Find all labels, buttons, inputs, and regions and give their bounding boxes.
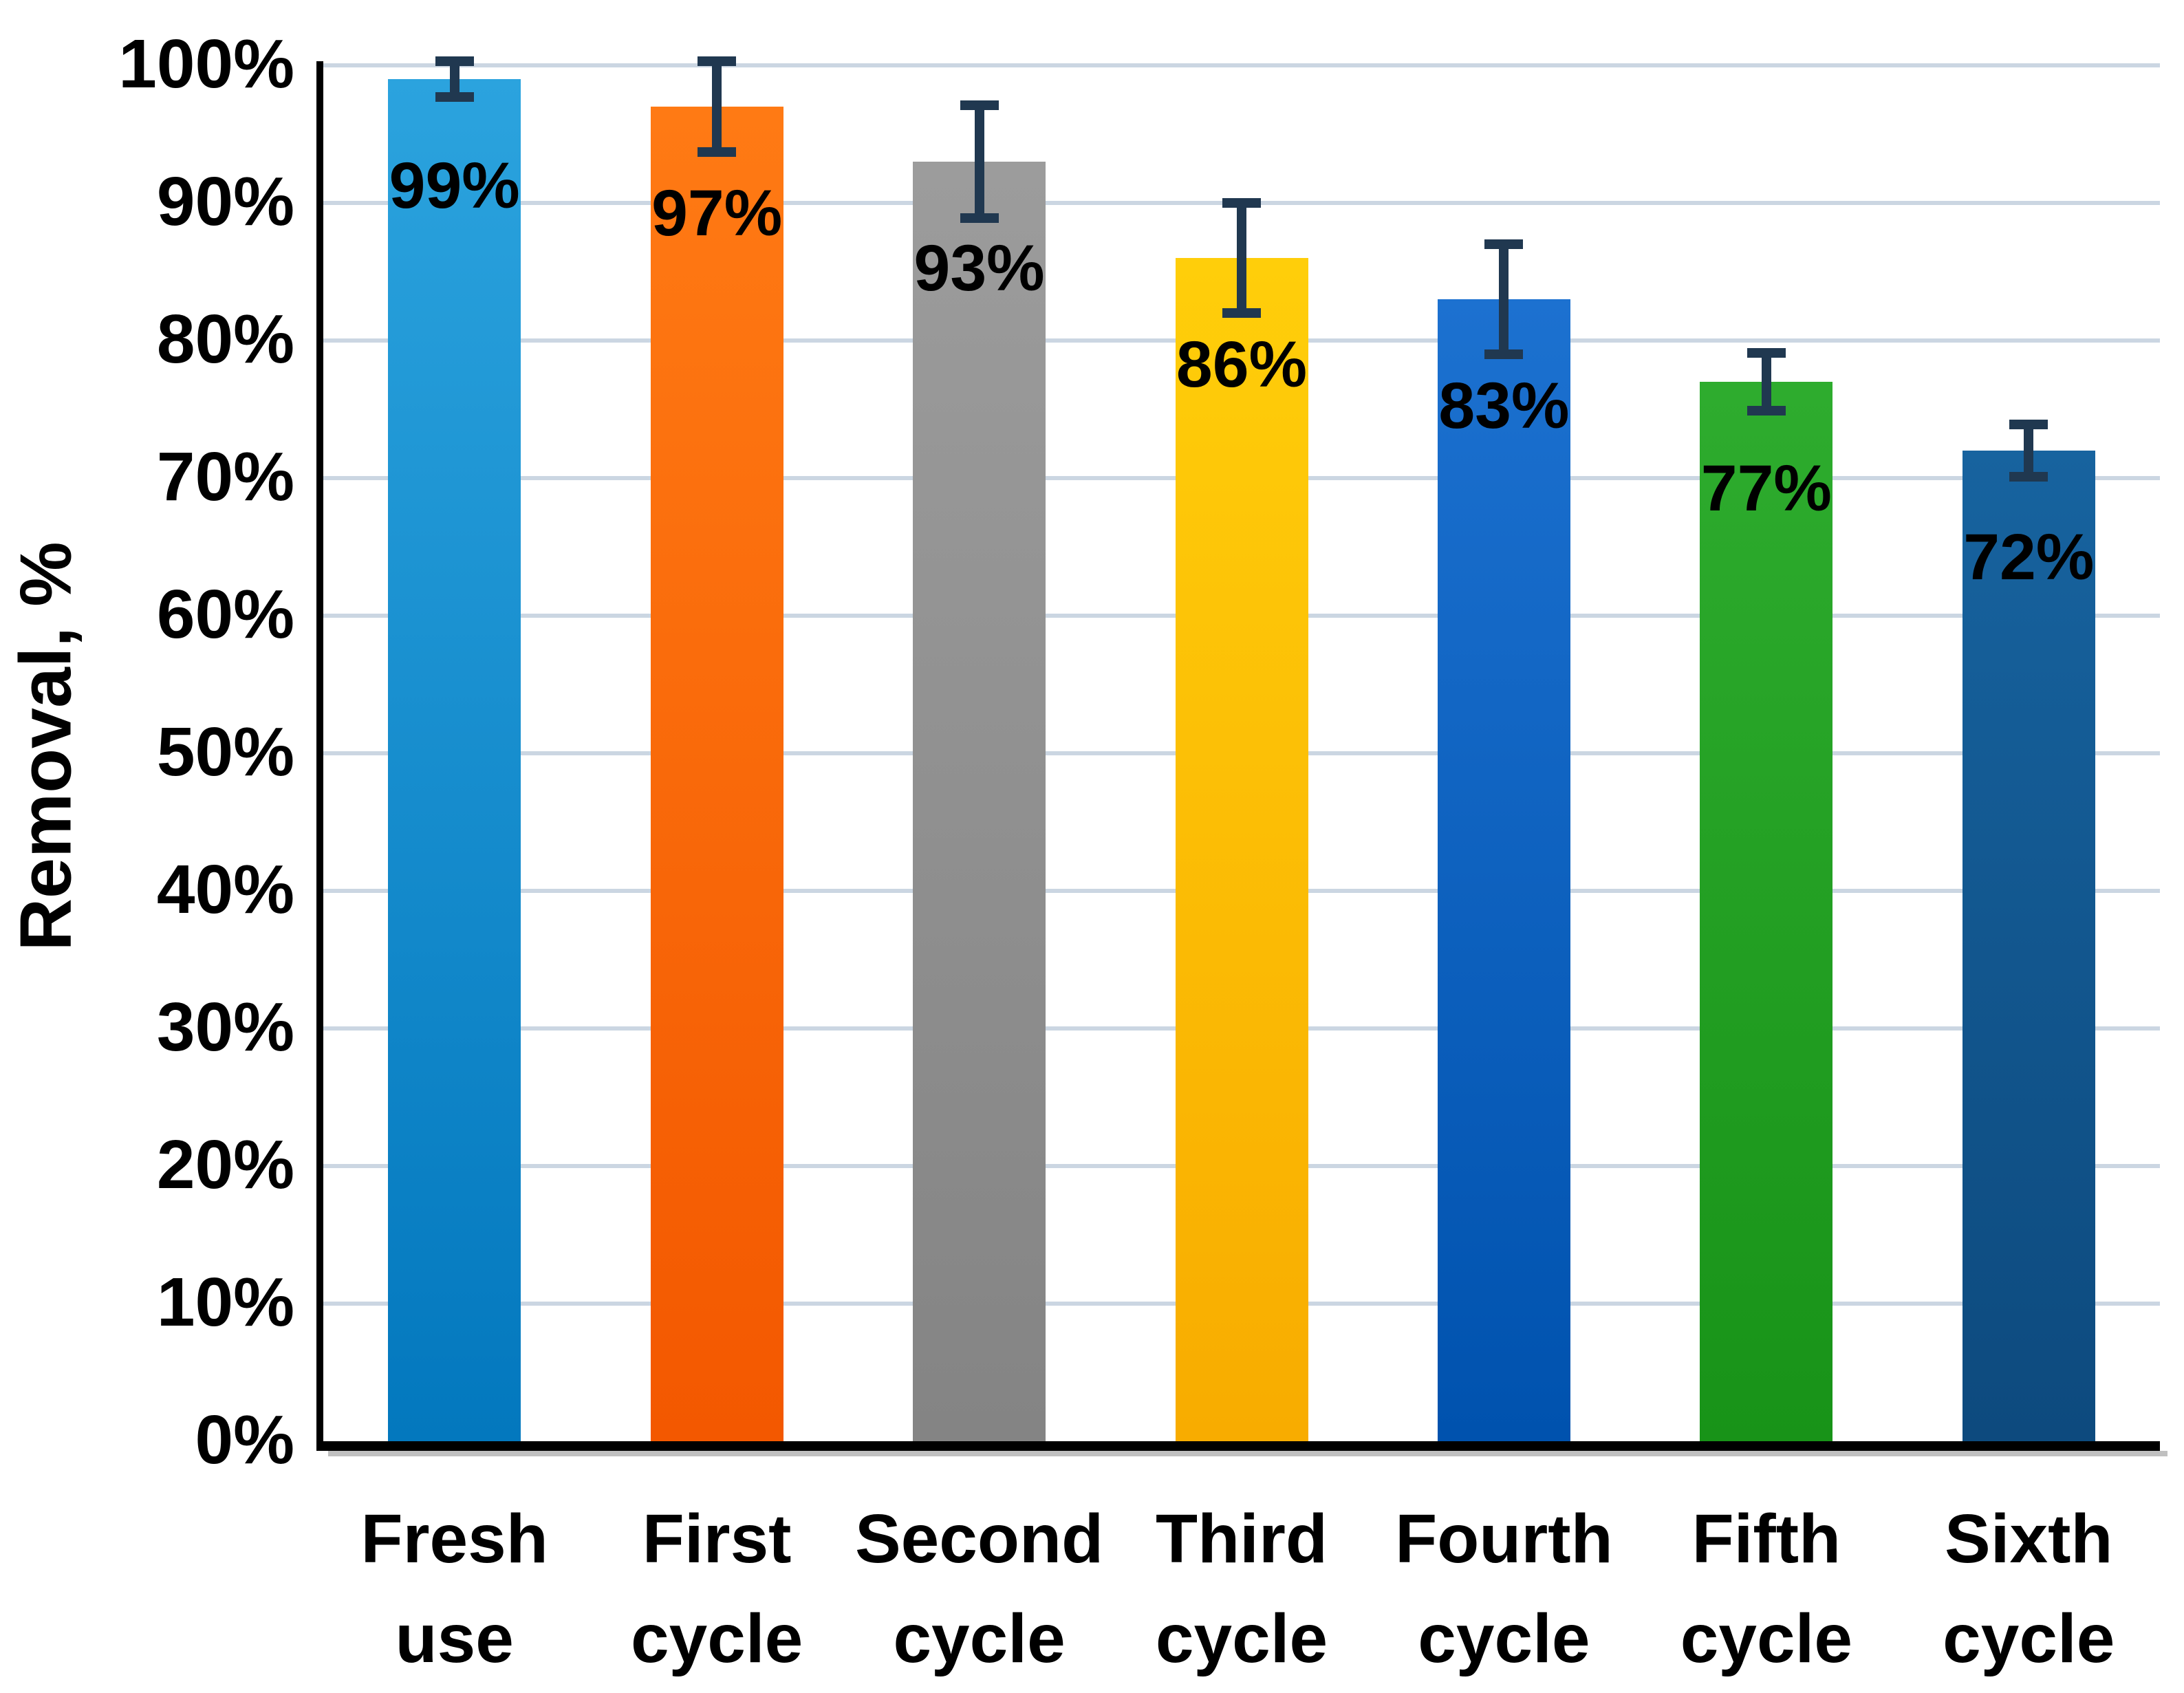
error-bar-line [2024,424,2034,477]
y-tick-label: 80% [156,301,294,378]
bar-value-label: 86% [1176,328,1308,401]
bar-value-label: 77% [1700,452,1832,525]
error-bar-line [712,61,722,152]
error-bar-line [1237,203,1246,313]
y-tick-label: 10% [156,1264,294,1341]
y-tick-label: 0% [195,1401,294,1478]
error-bar-bottom-cap [1484,349,1524,359]
error-bar-top-cap [960,100,999,110]
error-bar-line [449,61,459,97]
x-tick-label-first-cycle: First cycle [631,1500,803,1677]
gridline [323,63,2160,67]
bar-fifth-cycle [1700,382,1833,1441]
x-tick-label-second-cycle: Second cycle [854,1500,1104,1677]
y-axis-title: Removal, % [5,541,87,951]
bar-fourth-cycle [1437,299,1570,1441]
bar-value-label: 97% [651,177,783,250]
y-tick-label: 30% [156,989,294,1066]
y-tick-label: 100% [118,25,294,103]
y-tick-label: 70% [156,438,294,515]
error-bar-top-cap [1222,198,1261,208]
error-bar-line [1761,353,1771,411]
error-bar-bottom-cap [2009,472,2048,482]
error-bar-bottom-cap [1222,308,1261,318]
error-bar-top-cap [1747,348,1786,358]
y-tick-label: 40% [156,851,294,928]
error-bar-line [974,105,984,218]
bar-fresh-use [388,79,521,1441]
bar-value-label: 93% [913,232,1045,305]
bar-first-cycle [650,107,783,1441]
bar-value-label: 72% [1963,521,2095,594]
y-tick-label: 20% [156,1126,294,1203]
error-bar-bottom-cap [960,213,999,223]
x-axis-line [316,1441,2160,1451]
error-bar-bottom-cap [1747,406,1786,416]
error-bar-top-cap [435,56,474,66]
x-tick-label-third-cycle: Third cycle [1155,1500,1328,1677]
error-bar-top-cap [2009,420,2048,429]
error-bar-bottom-cap [435,92,474,102]
y-tick-label: 60% [156,576,294,653]
bar-third-cycle [1175,258,1308,1441]
x-tick-label-sixth-cycle: Sixth cycle [1943,1500,2115,1677]
error-bar-line [1499,244,1509,354]
bar-sixth-cycle [1962,451,2095,1441]
y-axis-line [316,61,323,1451]
x-tick-label-fifth-cycle: Fifth cycle [1680,1500,1852,1677]
y-tick-label: 50% [156,713,294,790]
error-bar-top-cap [698,56,737,66]
y-tick-label: 90% [156,163,294,240]
x-tick-label-fourth-cycle: Fourth cycle [1395,1500,1613,1677]
x-tick-label-fresh-use: Fresh use [360,1500,548,1677]
bar-value-label: 83% [1438,369,1570,442]
bar-second-cycle [913,162,1046,1441]
bar-value-label: 99% [389,149,520,222]
error-bar-bottom-cap [698,147,737,157]
error-bar-top-cap [1484,239,1524,249]
